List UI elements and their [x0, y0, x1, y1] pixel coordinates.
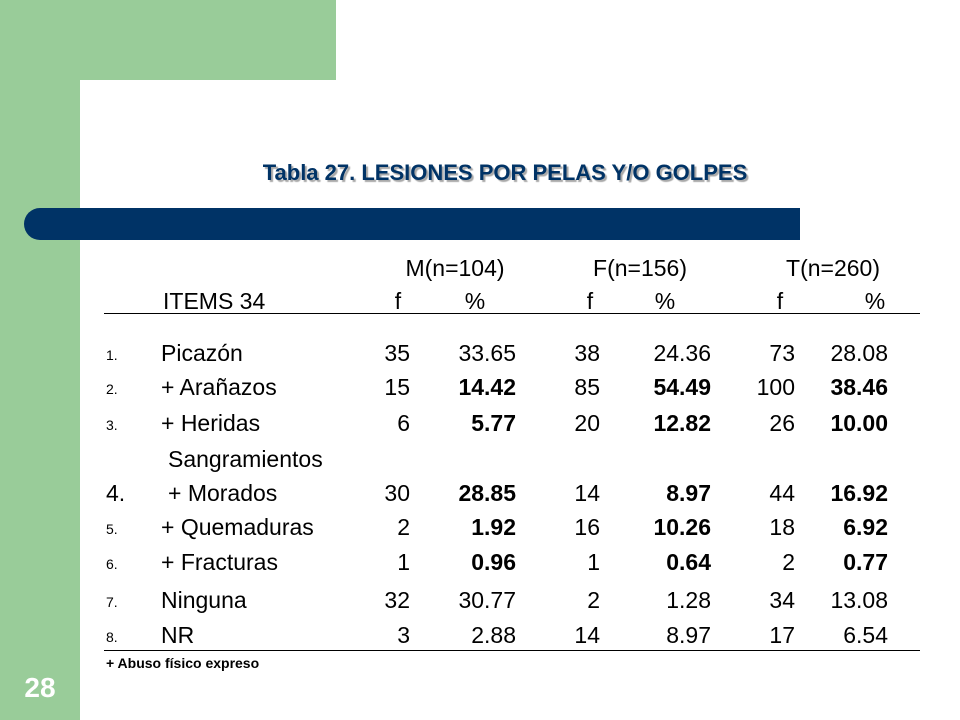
f-percent: 8.97: [666, 622, 711, 648]
f-freq: 14: [574, 622, 600, 648]
row-label: Sangramientos: [168, 446, 323, 472]
t-freq: 26: [769, 410, 795, 436]
row-label: + Morados: [168, 480, 278, 506]
sub-header: f: [394, 288, 402, 314]
m-freq: 35: [384, 340, 410, 366]
row-label: Picazón: [161, 340, 243, 366]
row-label: NR: [161, 622, 195, 648]
m-freq: 3: [397, 622, 410, 648]
m-freq: 30: [384, 480, 410, 506]
row-label: Ninguna: [161, 587, 247, 613]
row-number: 6.: [106, 556, 118, 572]
items-header: ITEMS 34: [163, 288, 266, 314]
sub-header: %: [864, 288, 886, 314]
t-percent: 16.92: [830, 480, 888, 506]
sub-header: %: [464, 288, 486, 314]
m-percent: 33.65: [458, 340, 516, 366]
f-percent: 10.26: [653, 514, 711, 540]
row-number: 7.: [106, 594, 118, 610]
header-rule: [104, 313, 920, 314]
m-freq: 2: [397, 514, 410, 540]
f-percent: 24.36: [653, 340, 711, 366]
slide-number: 28: [24, 672, 56, 703]
table-title: Tabla 27. LESIONES POR PELAS Y/O GOLPES: [262, 160, 748, 185]
m-freq: 15: [384, 374, 410, 400]
group-header: M(n=104): [405, 255, 505, 281]
row-number: 1.: [106, 347, 118, 363]
row-number: 8.: [106, 629, 118, 645]
row-number: 3.: [106, 417, 118, 433]
f-percent: 12.82: [653, 410, 711, 436]
m-percent: 14.42: [458, 374, 516, 400]
title-band: [24, 208, 800, 240]
t-percent: 28.08: [830, 340, 888, 366]
m-percent: 0.96: [471, 549, 516, 575]
bottom-rule: [104, 650, 920, 651]
f-percent: 0.64: [666, 549, 711, 575]
t-freq: 18: [769, 514, 795, 540]
group-header: T(n=260): [786, 255, 880, 281]
f-freq: 20: [574, 410, 600, 436]
t-percent: 6.92: [843, 514, 888, 540]
t-percent: 6.54: [843, 622, 888, 648]
t-percent: 0.77: [843, 549, 888, 575]
f-freq: 2: [587, 587, 600, 613]
row-number: 4.: [106, 480, 126, 506]
t-freq: 17: [769, 622, 795, 648]
m-percent: 5.77: [471, 410, 516, 436]
sub-header: f: [586, 288, 594, 314]
row-label: + Arañazos: [161, 374, 277, 400]
left-green-bar: [0, 0, 80, 720]
f-percent: 54.49: [653, 374, 711, 400]
t-percent: 38.46: [830, 374, 888, 400]
m-freq: 6: [397, 410, 410, 436]
f-percent: 1.28: [666, 587, 711, 613]
m-freq: 32: [384, 587, 410, 613]
row-number: 2.: [106, 381, 118, 397]
t-freq: 34: [769, 587, 795, 613]
f-freq: 38: [574, 340, 600, 366]
t-freq: 100: [756, 374, 795, 400]
t-freq: 73: [769, 340, 795, 366]
row-label: + Quemaduras: [161, 514, 314, 540]
top-green-bar: [0, 0, 336, 80]
m-percent: 28.85: [458, 480, 516, 506]
t-percent: 10.00: [830, 410, 888, 436]
row-number: 5.: [106, 521, 118, 537]
t-percent: 13.08: [830, 587, 888, 613]
footnote: + Abuso físico expreso: [106, 655, 260, 671]
sub-header: %: [654, 288, 676, 314]
m-freq: 1: [397, 549, 410, 575]
m-percent: 30.77: [458, 587, 516, 613]
f-freq: 85: [574, 374, 600, 400]
f-percent: 8.97: [666, 480, 711, 506]
m-percent: 1.92: [471, 514, 516, 540]
m-percent: 2.88: [471, 622, 516, 648]
sub-header: f: [776, 288, 784, 314]
row-label: + Heridas: [161, 410, 261, 436]
group-header: F(n=156): [593, 255, 687, 281]
rounded-corner: [80, 80, 200, 200]
t-freq: 2: [782, 549, 795, 575]
f-freq: 16: [574, 514, 600, 540]
row-label: + Fracturas: [161, 549, 278, 575]
t-freq: 44: [769, 480, 795, 506]
f-freq: 1: [587, 549, 600, 575]
f-freq: 14: [574, 480, 600, 506]
